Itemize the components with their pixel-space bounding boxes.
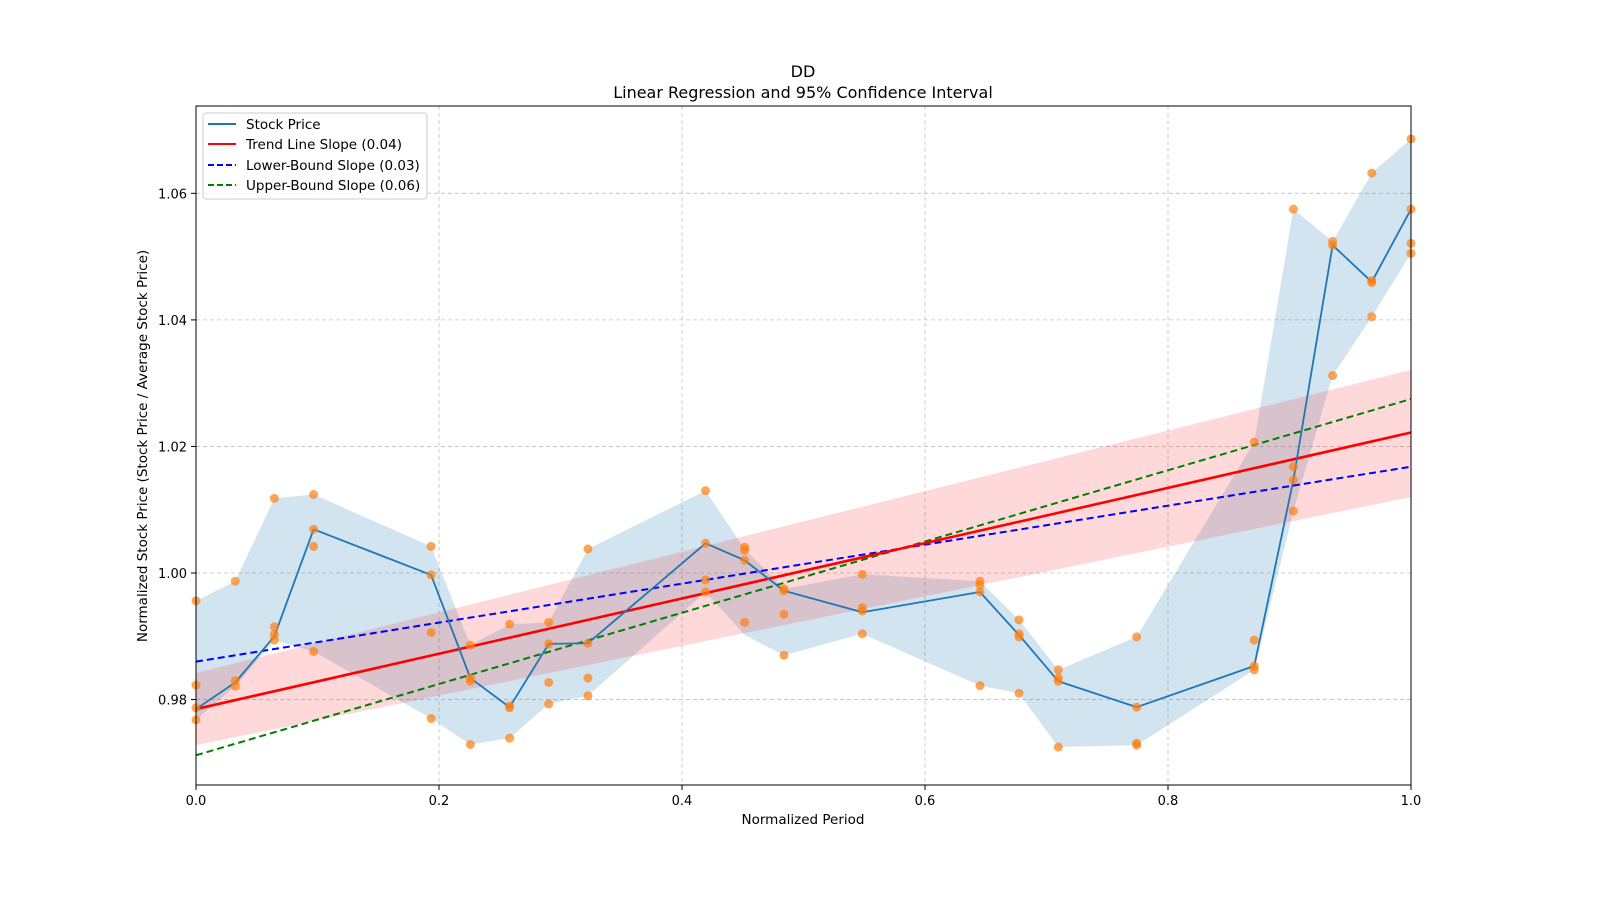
y-tick-label: 1.00 bbox=[158, 567, 187, 582]
scatter-point bbox=[230, 576, 240, 586]
scatter-point bbox=[740, 617, 750, 627]
trend-line bbox=[195, 431, 1412, 711]
scatter-point bbox=[1014, 615, 1024, 625]
scatter-point bbox=[1288, 506, 1298, 516]
scatter-point bbox=[269, 622, 279, 632]
scatter-point bbox=[701, 538, 711, 548]
scatter-point bbox=[465, 640, 475, 650]
y-tick-label: 1.06 bbox=[158, 187, 187, 202]
y-tick-label: 1.04 bbox=[158, 314, 187, 329]
scatter-point bbox=[505, 619, 515, 629]
scatter-point bbox=[779, 650, 789, 660]
legend-label-trend-line: Trend Line Slope (0.04) bbox=[245, 137, 402, 153]
scatter-point bbox=[269, 493, 279, 503]
y-tick-label: 0.98 bbox=[158, 694, 187, 709]
scatter-point bbox=[1053, 665, 1063, 675]
scatter-point bbox=[1367, 312, 1377, 322]
scatter-point bbox=[309, 646, 319, 656]
scatter-point bbox=[975, 681, 985, 691]
scatter-point bbox=[505, 703, 515, 713]
scatter-point bbox=[1132, 632, 1142, 642]
legend-label-lower-bound: Lower-Bound Slope (0.03) bbox=[246, 158, 420, 174]
scatter-point bbox=[857, 629, 867, 639]
stock-price-line bbox=[195, 208, 1412, 710]
chart-subtitle: Linear Regression and 95% Confidence Int… bbox=[613, 83, 993, 102]
scatter-point bbox=[1132, 702, 1142, 712]
scatter-point bbox=[1053, 742, 1063, 752]
scatter-point bbox=[230, 681, 240, 691]
scatter-point bbox=[1328, 371, 1338, 381]
scatter-point bbox=[583, 544, 593, 554]
x-axis-label: Normalized Period bbox=[742, 812, 865, 828]
legend: Stock Price Trend Line Slope (0.04) Lowe… bbox=[202, 112, 428, 200]
x-tick-label: 1.0 bbox=[1401, 794, 1422, 809]
scatter-point bbox=[857, 606, 867, 616]
scatter-point bbox=[309, 541, 319, 551]
legend-label-upper-bound: Upper-Bound Slope (0.06) bbox=[246, 178, 420, 194]
scatter-point bbox=[1053, 676, 1063, 686]
scatter-point bbox=[544, 639, 554, 649]
scatter-point bbox=[426, 627, 436, 637]
scatter-point bbox=[544, 699, 554, 709]
scatter-point bbox=[701, 575, 711, 585]
scatter-point bbox=[701, 486, 711, 496]
series-lines bbox=[195, 208, 1412, 757]
scatter-point bbox=[1249, 437, 1259, 447]
chart-title: DD bbox=[791, 62, 816, 81]
trend-confidence-band bbox=[196, 369, 1411, 746]
scatter-point bbox=[583, 691, 593, 701]
scatter-points bbox=[191, 134, 1416, 752]
legend-label-stock-price: Stock Price bbox=[246, 117, 321, 133]
scatter-point bbox=[740, 555, 750, 565]
scatter-point bbox=[975, 587, 985, 597]
scatter-point bbox=[1249, 665, 1259, 675]
scatter-point bbox=[1367, 278, 1377, 288]
scatter-point bbox=[1014, 688, 1024, 698]
scatter-point bbox=[1288, 204, 1298, 214]
x-tick-label: 0.6 bbox=[915, 794, 936, 809]
scatter-point bbox=[426, 570, 436, 580]
scatter-point bbox=[309, 490, 319, 500]
scatter-point bbox=[583, 638, 593, 648]
x-tick-label: 0.8 bbox=[1158, 794, 1179, 809]
scatter-point bbox=[309, 524, 319, 534]
x-axis-ticks: 0.0 0.2 0.4 0.6 0.8 1.0 bbox=[186, 785, 1422, 809]
scatter-point bbox=[426, 541, 436, 551]
scatter-point bbox=[1367, 168, 1377, 178]
lower-bound-line bbox=[195, 465, 1412, 663]
scatter-point bbox=[857, 569, 867, 579]
y-axis-label: Normalized Stock Price (Stock Price / Av… bbox=[135, 250, 151, 642]
scatter-point bbox=[426, 714, 436, 724]
scatter-point bbox=[1014, 632, 1024, 642]
upper-bound-line bbox=[195, 398, 1412, 757]
plot-frame bbox=[195, 105, 1412, 786]
scatter-point bbox=[465, 676, 475, 686]
x-tick-label: 0.0 bbox=[186, 794, 207, 809]
scatter-point bbox=[1132, 740, 1142, 750]
scatter-point bbox=[583, 673, 593, 683]
scatter-point bbox=[544, 617, 554, 627]
scatter-point bbox=[269, 635, 279, 645]
scatter-point bbox=[779, 586, 789, 596]
scatter-point bbox=[1249, 635, 1259, 645]
legend-box bbox=[202, 112, 428, 200]
scatter-point bbox=[975, 580, 985, 590]
x-tick-label: 0.2 bbox=[429, 794, 450, 809]
scatter-point bbox=[740, 545, 750, 555]
scatter-point bbox=[1288, 475, 1298, 485]
confidence-bands bbox=[196, 138, 1411, 748]
scatter-point bbox=[701, 587, 711, 597]
scatter-point bbox=[1328, 240, 1338, 250]
y-tick-label: 1.02 bbox=[158, 440, 187, 455]
scatter-point bbox=[1288, 462, 1298, 472]
scatter-point bbox=[544, 677, 554, 687]
scatter-point bbox=[505, 733, 515, 743]
stock-price-band bbox=[196, 138, 1411, 748]
y-axis-ticks: 0.98 1.00 1.02 1.04 1.06 bbox=[158, 187, 196, 709]
x-tick-label: 0.4 bbox=[672, 794, 693, 809]
scatter-point bbox=[465, 740, 475, 750]
scatter-point bbox=[779, 609, 789, 619]
